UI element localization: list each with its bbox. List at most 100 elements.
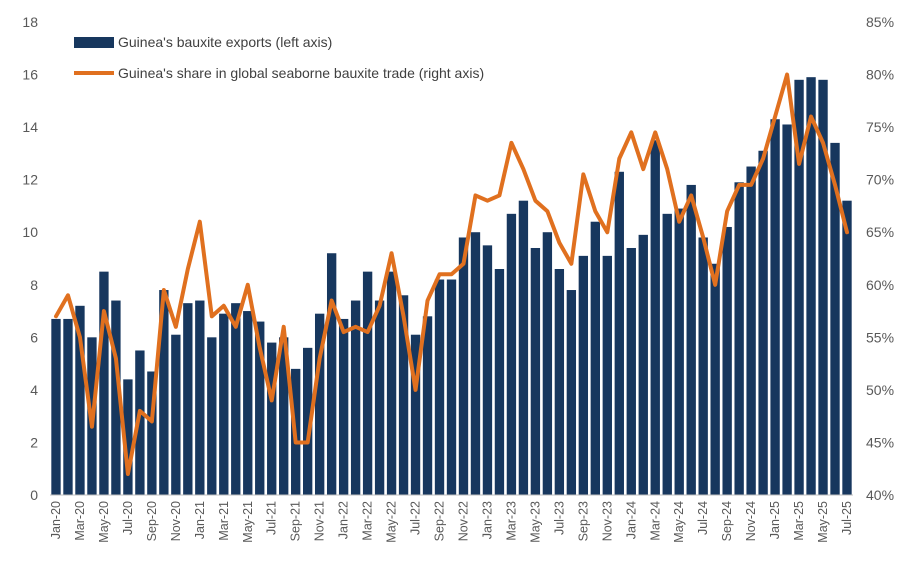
bar-Dec-20 xyxy=(183,303,193,495)
left-tick-label: 12 xyxy=(22,172,38,188)
bar-series xyxy=(51,77,852,496)
bar-Feb-23 xyxy=(494,269,505,495)
bar-Jan-24 xyxy=(626,247,636,495)
left-axis: 0 2 4 6 8 10 12 14 16 18 xyxy=(22,14,38,503)
x-tick-label: May-22 xyxy=(385,501,399,543)
x-tick-label: May-20 xyxy=(97,501,111,543)
right-tick-label: 75% xyxy=(866,119,894,135)
bar-Jun-20 xyxy=(111,300,121,495)
legend: Guinea's bauxite exports (left axis) Gui… xyxy=(74,34,484,81)
x-tick-label: Sep-23 xyxy=(576,501,590,541)
right-tick-label: 55% xyxy=(866,329,894,345)
bar-Mar-24 xyxy=(650,140,660,495)
left-tick-label: 10 xyxy=(22,224,38,240)
x-tick-label: Nov-20 xyxy=(169,501,183,541)
left-tick-label: 2 xyxy=(30,434,38,450)
left-tick-label: 6 xyxy=(30,329,38,345)
bar-Oct-24 xyxy=(734,182,744,496)
right-tick-label: 80% xyxy=(866,67,894,83)
bar-Jan-22 xyxy=(338,318,349,495)
bar-May-23 xyxy=(530,247,541,495)
x-tick-label: Mar-23 xyxy=(504,501,518,541)
bar-Jun-22 xyxy=(398,295,409,495)
bar-Mar-21 xyxy=(219,313,229,495)
x-tick-label: Jul-24 xyxy=(696,501,710,535)
x-tick-label: Mar-22 xyxy=(361,501,375,541)
bar-May-21 xyxy=(243,311,253,495)
bar-Mar-23 xyxy=(506,213,517,495)
bar-Feb-20 xyxy=(63,318,73,495)
right-axis: 40% 45% 50% 55% 60% 65% 70% 75% 80% 85% xyxy=(866,14,894,503)
x-tick-label: Jan-20 xyxy=(49,501,63,539)
bar-Nov-22 xyxy=(458,237,469,496)
x-tick-label: Mar-25 xyxy=(792,501,806,541)
bar-Dec-22 xyxy=(470,232,481,495)
bar-Aug-20 xyxy=(135,350,145,495)
bar-Mar-25 xyxy=(794,79,804,495)
x-tick-label: Jul-25 xyxy=(840,501,854,535)
bar-Mar-22 xyxy=(362,271,373,495)
x-tick-label: Nov-21 xyxy=(313,501,327,541)
left-tick-label: 18 xyxy=(22,14,38,30)
left-tick-label: 8 xyxy=(30,277,38,293)
right-tick-label: 70% xyxy=(866,172,894,188)
bar-May-22 xyxy=(386,271,397,495)
bar-Oct-20 xyxy=(159,290,169,495)
right-tick-label: 65% xyxy=(866,224,894,240)
bar-Apr-24 xyxy=(662,213,672,495)
line-series xyxy=(53,72,850,476)
left-tick-label: 0 xyxy=(30,487,38,503)
x-tick-label: Jan-23 xyxy=(480,501,494,539)
bar-Apr-25 xyxy=(806,77,816,496)
bar-Oct-22 xyxy=(446,279,457,495)
bar-Nov-24 xyxy=(746,166,756,495)
bar-Mar-20 xyxy=(75,305,85,495)
x-tick-label: Nov-24 xyxy=(744,501,758,541)
left-tick-label: 4 xyxy=(30,382,38,398)
bar-May-24 xyxy=(674,208,684,495)
bar-Aug-24 xyxy=(710,263,720,495)
bar-Feb-22 xyxy=(350,300,361,495)
bar-Jun-23 xyxy=(542,232,553,495)
legend-bar-label: Guinea's bauxite exports (left axis) xyxy=(118,34,332,50)
x-tick-label: May-21 xyxy=(241,501,255,543)
bar-Jan-23 xyxy=(482,245,493,495)
share-line xyxy=(53,72,850,476)
bar-Apr-21 xyxy=(231,303,241,495)
right-tick-label: 50% xyxy=(866,382,894,398)
legend-bar-swatch xyxy=(74,37,114,48)
bar-Dec-24 xyxy=(758,150,768,495)
bar-May-20 xyxy=(99,271,109,495)
bar-Apr-23 xyxy=(518,200,529,495)
bar-Jan-20 xyxy=(51,318,61,495)
bar-Jul-21 xyxy=(267,342,277,495)
bar-Jun-21 xyxy=(255,321,265,495)
bar-Jun-25 xyxy=(830,142,840,495)
bar-May-25 xyxy=(818,79,828,495)
bar-Nov-21 xyxy=(314,313,325,495)
x-tick-label: Mar-24 xyxy=(648,501,662,541)
bar-Aug-22 xyxy=(422,316,433,495)
bar-Sep-20 xyxy=(147,371,157,495)
bar-Nov-23 xyxy=(602,255,612,495)
x-tick-label: Jan-25 xyxy=(768,501,782,539)
x-tick-label: Sep-21 xyxy=(289,501,303,541)
x-tick-label: May-23 xyxy=(528,501,542,543)
x-tick-label: Sep-24 xyxy=(720,501,734,541)
x-tick-label: Jul-22 xyxy=(409,501,423,535)
bar-Dec-23 xyxy=(614,171,624,495)
bar-Jan-21 xyxy=(195,300,205,495)
bar-Dec-21 xyxy=(326,253,337,495)
bar-Oct-21 xyxy=(303,347,313,495)
bar-Oct-23 xyxy=(590,221,600,495)
x-tick-label: May-24 xyxy=(672,501,686,543)
right-tick-label: 60% xyxy=(866,277,894,293)
x-tick-label: Jan-22 xyxy=(337,501,351,539)
x-axis: Jan-20 Mar-20 May-20 Jul-20 Sep-20 Nov-20 Jan-… xyxy=(49,501,854,543)
right-tick-label: 45% xyxy=(866,434,894,450)
bar-Jun-24 xyxy=(686,184,696,496)
x-tick-label: Sep-22 xyxy=(433,501,447,541)
right-tick-label: 85% xyxy=(866,14,894,30)
bar-Sep-24 xyxy=(722,226,732,495)
x-tick-label: Mar-20 xyxy=(73,501,87,541)
